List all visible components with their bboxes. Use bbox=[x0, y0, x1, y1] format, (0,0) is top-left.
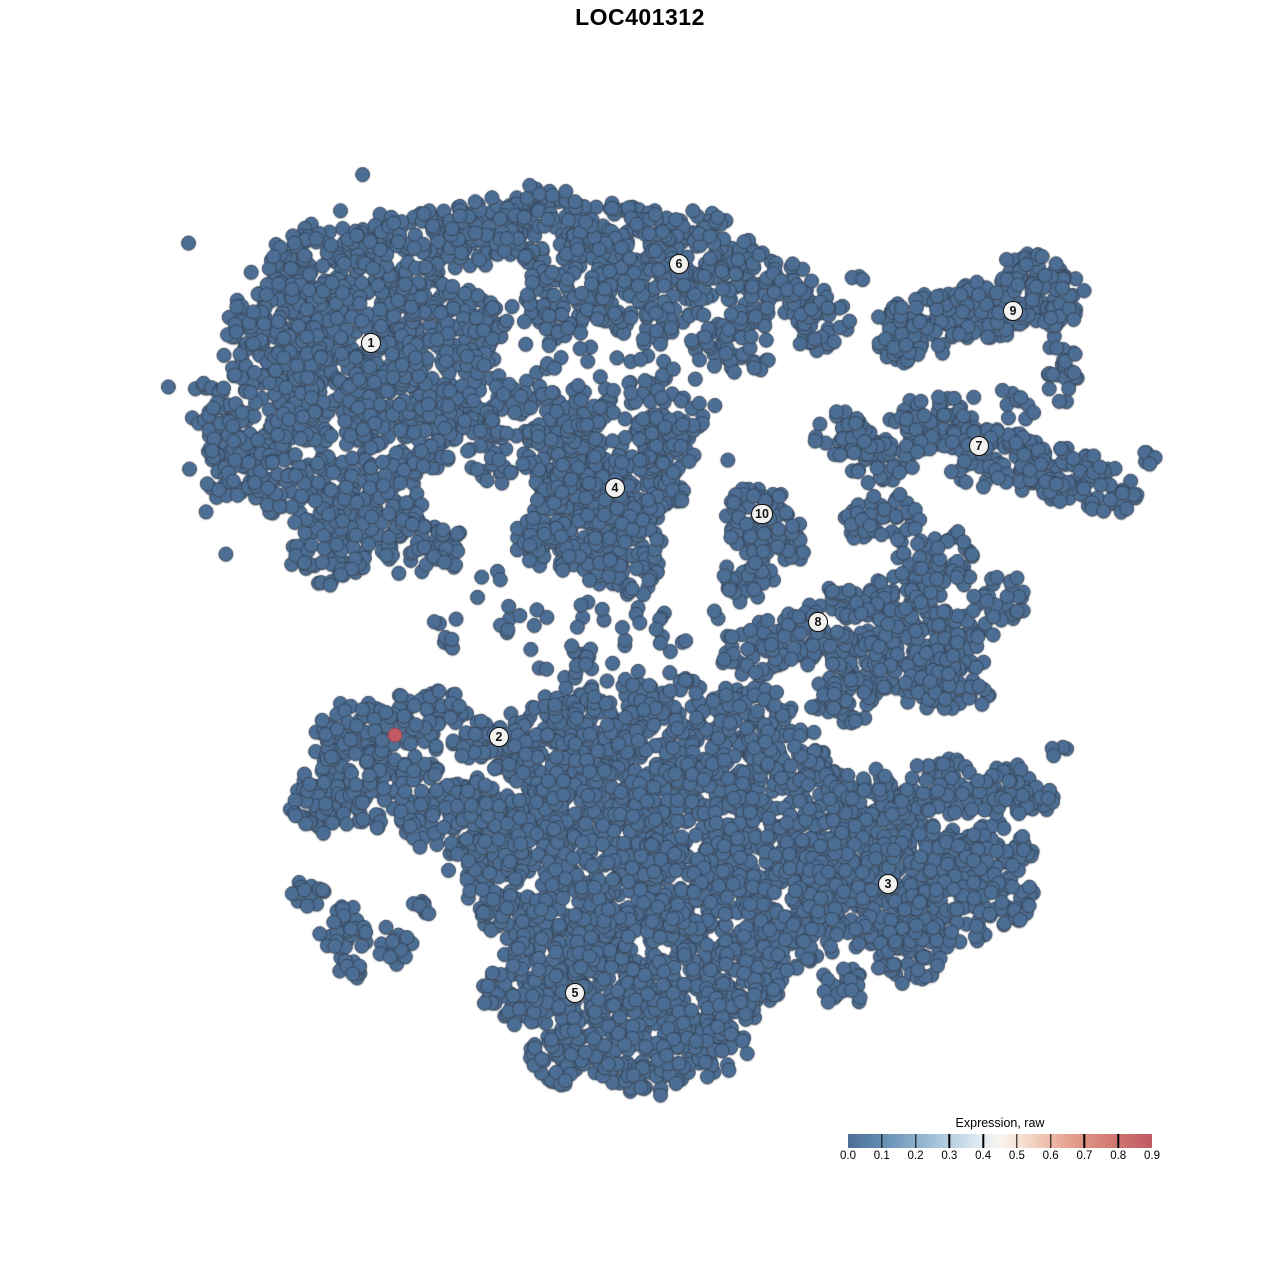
colorbar-gradient-bar bbox=[848, 1134, 1152, 1148]
colorbar-tick-label: 0.1 bbox=[873, 1150, 890, 1162]
colorbar-tick-label: 0.0 bbox=[840, 1150, 856, 1162]
colorbar-title: Expression, raw bbox=[955, 1116, 1045, 1130]
colorbar-tick-mark bbox=[982, 1134, 984, 1148]
cluster-label-4[interactable]: 4 bbox=[605, 478, 625, 498]
cluster-label-3[interactable]: 3 bbox=[878, 874, 898, 894]
colorbar-tick-label: 0.3 bbox=[941, 1150, 958, 1162]
colorbar-tick-label: 0.9 bbox=[1144, 1150, 1160, 1162]
cluster-label-10[interactable]: 10 bbox=[751, 504, 773, 524]
cluster-label-2[interactable]: 2 bbox=[489, 727, 509, 747]
colorbar-tick-mark bbox=[1083, 1134, 1086, 1148]
cluster-label-7[interactable]: 7 bbox=[969, 436, 989, 456]
cluster-label-9[interactable]: 9 bbox=[1003, 301, 1023, 321]
colorbar-tick-mark bbox=[1016, 1134, 1018, 1148]
expression-colorbar: Expression, raw 0.0 0.1 0.2 0.3 0.4 0.5 0.6 0.7… bbox=[840, 1116, 1160, 1165]
colorbar-tick-mark bbox=[1049, 1134, 1052, 1148]
colorbar-tick-label: 0.2 bbox=[907, 1150, 924, 1162]
colorbar-tick-label: 0.6 bbox=[1042, 1150, 1059, 1162]
colorbar-tick-mark bbox=[948, 1134, 951, 1148]
colorbar-tick-label: 0.4 bbox=[975, 1150, 992, 1162]
cluster-label-1[interactable]: 1 bbox=[361, 333, 381, 353]
colorbar-tick-label: 0.7 bbox=[1076, 1150, 1093, 1162]
colorbar-tick-mark bbox=[881, 1134, 883, 1148]
cluster-label-5[interactable]: 5 bbox=[565, 983, 585, 1003]
colorbar-tick-label: 0.8 bbox=[1110, 1150, 1127, 1162]
cluster-label-8[interactable]: 8 bbox=[808, 612, 828, 632]
colorbar-tick-labels: 0.0 0.1 0.2 0.3 0.4 0.5 0.6 0.7 0.8 0.9 bbox=[840, 1150, 1160, 1165]
colorbar-tick-mark bbox=[1117, 1134, 1119, 1148]
cluster-label-6[interactable]: 6 bbox=[669, 254, 689, 274]
colorbar-tick-mark bbox=[914, 1134, 917, 1148]
colorbar-tick-label: 0.5 bbox=[1008, 1150, 1025, 1162]
